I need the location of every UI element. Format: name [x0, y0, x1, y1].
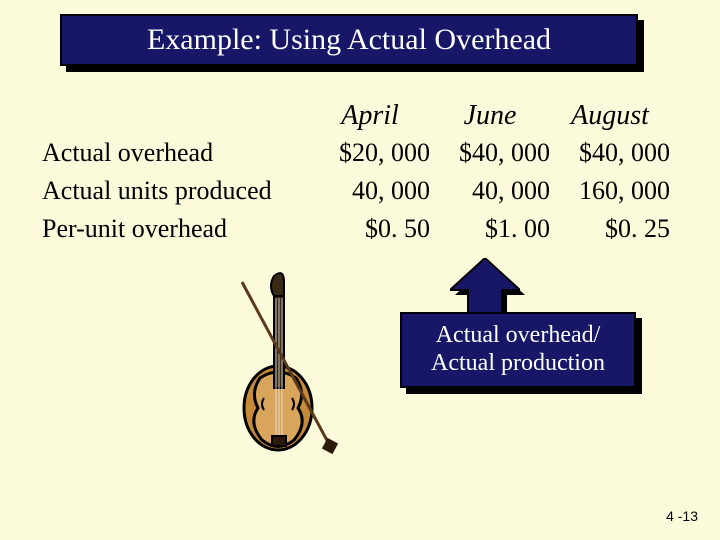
cell: $40, 000	[550, 138, 670, 168]
up-arrow-icon	[450, 258, 520, 318]
row-label: Per-unit overhead	[42, 214, 310, 244]
table-row: Per-unit overhead $0. 50 $1. 00 $0. 25	[42, 214, 672, 252]
callout-line: Actual production	[431, 350, 605, 378]
row-label: Actual overhead	[42, 138, 310, 168]
title-text: Example: Using Actual Overhead	[147, 23, 551, 57]
cell: $1. 00	[430, 214, 550, 244]
page-number: 4 -13	[666, 508, 698, 524]
callout-content: Actual overhead/ Actual production	[400, 312, 636, 388]
table-row: Actual overhead $20, 000 $40, 000 $40, 0…	[42, 138, 672, 176]
cell: $0. 25	[550, 214, 670, 244]
overhead-table: April June August Actual overhead $20, 0…	[42, 100, 672, 252]
callout-line: Actual overhead/	[436, 322, 601, 350]
title-banner: Example: Using Actual Overhead	[60, 14, 638, 66]
cell: 160, 000	[550, 176, 670, 206]
col-header: June	[430, 100, 550, 132]
table-header-row: April June August	[42, 100, 672, 138]
cell: 40, 000	[310, 176, 430, 206]
callout-box: Actual overhead/ Actual production	[400, 312, 636, 388]
cell: 40, 000	[430, 176, 550, 206]
row-label: Actual units produced	[42, 176, 310, 206]
cell: $40, 000	[430, 138, 550, 168]
cell: $0. 50	[310, 214, 430, 244]
cell: $20, 000	[310, 138, 430, 168]
col-header: August	[550, 100, 670, 132]
table-row: Actual units produced 40, 000 40, 000 16…	[42, 176, 672, 214]
title-box: Example: Using Actual Overhead	[60, 14, 638, 66]
col-header: April	[310, 100, 430, 132]
violin-icon	[230, 268, 340, 458]
